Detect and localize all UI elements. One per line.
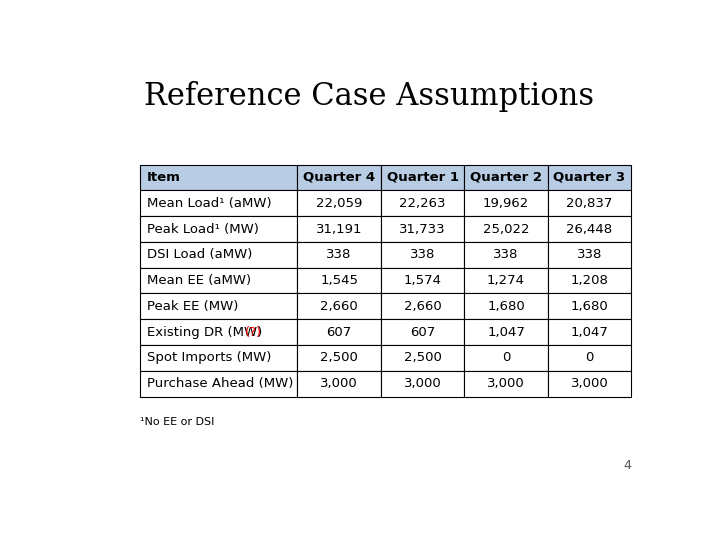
Bar (381, 319, 464, 345)
Text: 338: 338 (577, 248, 602, 261)
Text: 1,047: 1,047 (570, 326, 608, 339)
Bar (381, 345, 464, 371)
Text: 2,660: 2,660 (404, 300, 441, 313)
Bar (297, 371, 381, 396)
Text: 31,733: 31,733 (400, 222, 446, 235)
Text: 19,962: 19,962 (483, 197, 529, 210)
Bar (548, 371, 631, 396)
Text: 3,000: 3,000 (404, 377, 441, 390)
Text: 0: 0 (585, 352, 594, 365)
Text: Peak Load¹ (MW): Peak Load¹ (MW) (147, 222, 258, 235)
Bar (381, 216, 464, 242)
Text: 2,500: 2,500 (320, 352, 358, 365)
Text: ¹No EE or DSI: ¹No EE or DSI (140, 417, 215, 427)
Text: 1,574: 1,574 (404, 274, 441, 287)
Bar (464, 294, 548, 319)
Bar (464, 319, 548, 345)
Text: 1,047: 1,047 (487, 326, 525, 339)
Bar (140, 216, 297, 242)
Text: 2,660: 2,660 (320, 300, 358, 313)
Bar (140, 345, 297, 371)
Bar (140, 319, 297, 345)
Bar (548, 242, 631, 268)
Bar (297, 191, 381, 216)
Bar (140, 242, 297, 268)
Bar (381, 294, 464, 319)
Text: 1,680: 1,680 (571, 300, 608, 313)
Text: Item: Item (147, 171, 181, 184)
Text: 25,022: 25,022 (483, 222, 529, 235)
Text: 338: 338 (410, 248, 436, 261)
Text: Mean Load¹ (aMW): Mean Load¹ (aMW) (147, 197, 271, 210)
Bar (464, 191, 548, 216)
Bar (464, 268, 548, 294)
Bar (297, 165, 381, 191)
Text: Reference Case Assumptions: Reference Case Assumptions (144, 82, 594, 112)
Text: Quarter 4: Quarter 4 (303, 171, 375, 184)
Bar (548, 165, 631, 191)
Bar (297, 216, 381, 242)
Text: Quarter 1: Quarter 1 (387, 171, 459, 184)
Bar (464, 242, 548, 268)
Text: 1,274: 1,274 (487, 274, 525, 287)
Bar (548, 319, 631, 345)
Text: 1,208: 1,208 (570, 274, 608, 287)
Bar (548, 191, 631, 216)
Text: 31,191: 31,191 (316, 222, 362, 235)
Text: 3,000: 3,000 (320, 377, 358, 390)
Text: 2,500: 2,500 (404, 352, 441, 365)
Text: 338: 338 (326, 248, 352, 261)
Text: (?): (?) (245, 326, 261, 339)
Bar (140, 165, 297, 191)
Text: 26,448: 26,448 (567, 222, 613, 235)
Text: Peak EE (MW): Peak EE (MW) (147, 300, 238, 313)
Bar (381, 371, 464, 396)
Text: Purchase Ahead (MW): Purchase Ahead (MW) (147, 377, 293, 390)
Bar (297, 345, 381, 371)
Bar (548, 294, 631, 319)
Text: 20,837: 20,837 (567, 197, 613, 210)
Text: 3,000: 3,000 (571, 377, 608, 390)
Bar (464, 371, 548, 396)
Bar (548, 216, 631, 242)
Text: DSI Load (aMW): DSI Load (aMW) (147, 248, 252, 261)
Bar (297, 268, 381, 294)
Bar (381, 191, 464, 216)
Bar (140, 371, 297, 396)
Text: Quarter 3: Quarter 3 (554, 171, 626, 184)
Text: Quarter 2: Quarter 2 (470, 171, 542, 184)
Bar (381, 242, 464, 268)
Bar (297, 319, 381, 345)
Bar (140, 191, 297, 216)
Text: Spot Imports (MW): Spot Imports (MW) (147, 352, 271, 365)
Text: 0: 0 (502, 352, 510, 365)
Bar (464, 216, 548, 242)
Bar (381, 165, 464, 191)
Text: 22,059: 22,059 (316, 197, 362, 210)
Text: 338: 338 (493, 248, 518, 261)
Text: 22,263: 22,263 (400, 197, 446, 210)
Text: 4: 4 (624, 460, 631, 472)
Bar (140, 268, 297, 294)
Text: 1,545: 1,545 (320, 274, 358, 287)
Text: Mean EE (aMW): Mean EE (aMW) (147, 274, 251, 287)
Bar (297, 294, 381, 319)
Bar (140, 294, 297, 319)
Text: 3,000: 3,000 (487, 377, 525, 390)
Text: 607: 607 (410, 326, 435, 339)
Bar (381, 268, 464, 294)
Text: 607: 607 (326, 326, 351, 339)
Bar (464, 165, 548, 191)
Text: 1,680: 1,680 (487, 300, 525, 313)
Bar (548, 268, 631, 294)
Bar (297, 242, 381, 268)
Text: Existing DR (MW): Existing DR (MW) (147, 326, 266, 339)
Bar (548, 345, 631, 371)
Bar (464, 345, 548, 371)
